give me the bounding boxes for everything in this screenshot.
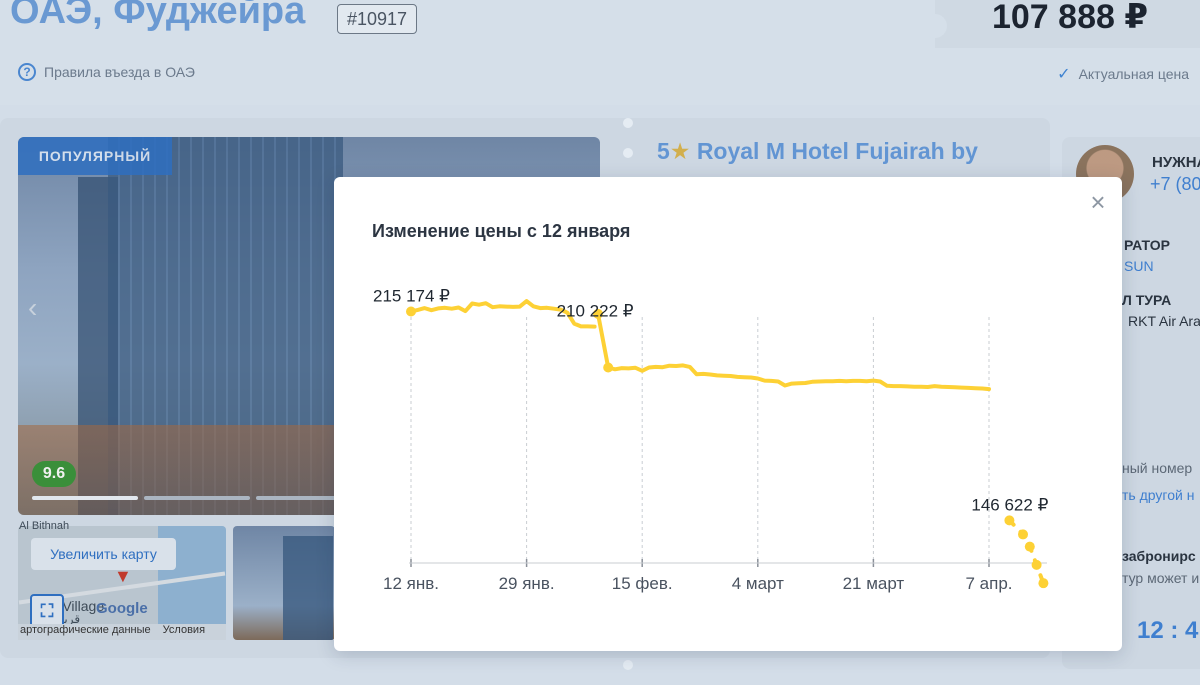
slider-indicator[interactable] xyxy=(144,496,250,500)
x-tick-label: 21 март xyxy=(843,574,905,593)
entry-rules-link[interactable]: ? Правила въезда в ОАЭ xyxy=(18,63,195,81)
star-icon: ★ xyxy=(669,138,691,164)
map-footer: артографические данные Условия xyxy=(18,624,226,640)
decorative-dot xyxy=(623,118,633,128)
booking-note: тур может и xyxy=(1122,570,1200,586)
map-place-label: Al Bithnah xyxy=(19,520,70,532)
map-pin-icon: ▼ xyxy=(114,566,132,586)
price-point xyxy=(593,308,603,319)
flight-value: RKT Air Ara xyxy=(1128,313,1200,329)
price-point xyxy=(1038,578,1049,589)
price-point xyxy=(1004,515,1015,526)
price-series-line xyxy=(409,299,597,329)
x-tick-label: 7 апр. xyxy=(965,574,1012,593)
chevron-left-icon[interactable]: ‹ xyxy=(28,292,38,323)
choose-other-room-link[interactable]: ть другой н xyxy=(1122,487,1195,503)
need-help-label: НУЖНА xyxy=(1152,154,1200,171)
building-shape xyxy=(283,536,333,640)
x-tick-label: 4 март xyxy=(732,574,784,593)
price-series-line xyxy=(596,311,991,392)
rating-badge: 9.6 xyxy=(32,461,76,487)
x-tick-label: 29 янв. xyxy=(499,574,555,593)
operator-value[interactable]: SUN xyxy=(1124,258,1154,274)
price-chart: 12 янв. 29 янв. 15 фев. 4 март 21 март 7 апр.… xyxy=(373,287,1049,593)
room-type: ный номер xyxy=(1122,460,1193,476)
x-tick-label: 15 фев. xyxy=(612,574,673,593)
hotel-name-link[interactable]: 5★ Royal M Hotel Fujairah by xyxy=(657,138,978,165)
price-point xyxy=(406,306,416,317)
operator-label: РАТОР xyxy=(1124,237,1170,253)
question-icon: ? xyxy=(18,63,36,81)
close-icon[interactable]: × xyxy=(1090,187,1106,217)
hotel-photo-thumbnail[interactable] xyxy=(233,526,335,640)
booking-label: забронирс xyxy=(1122,548,1196,564)
x-tick-label: 12 янв. xyxy=(383,574,439,593)
price-label: 146 622 ₽ xyxy=(971,495,1048,514)
decorative-dot xyxy=(623,660,633,670)
tour-price: 107 888 ₽ xyxy=(991,0,1148,36)
photo-slider-indicators[interactable] xyxy=(32,496,362,500)
price-card: 107 888 ₽ xyxy=(923,0,1200,48)
price-series-line xyxy=(1007,518,1046,586)
price-point xyxy=(1018,529,1028,540)
slider-indicator[interactable] xyxy=(256,496,362,500)
google-logo: Google xyxy=(96,600,148,617)
entry-rules-label: Правила въезда в ОАЭ xyxy=(44,64,195,80)
actual-price-indicator: ✓ Актуальная цена xyxy=(1057,64,1189,84)
map-terms-link[interactable]: Условия xyxy=(162,624,206,636)
check-icon: ✓ xyxy=(1057,66,1071,83)
phone-link[interactable]: +7 (80 xyxy=(1150,174,1200,194)
price-point xyxy=(603,362,614,373)
slider-indicator[interactable] xyxy=(32,496,138,500)
enlarge-map-button[interactable]: Увеличить карту xyxy=(31,538,176,570)
modal-title: Изменение цены с 12 января xyxy=(372,221,631,241)
timer: 12 : 4 xyxy=(1137,617,1199,644)
tour-id-badge: #10917 xyxy=(337,4,418,34)
price-history-modal: × Изменение цены с 12 января 12 янв. 29 я… xyxy=(334,177,1122,651)
flight-label: Л ТУРА xyxy=(1122,292,1172,308)
price-point xyxy=(1031,559,1042,570)
hotel-name: Royal M Hotel Fujairah by xyxy=(696,138,978,164)
price-label: 215 174 ₽ xyxy=(373,287,450,306)
hotel-stars: 5 xyxy=(657,138,670,164)
popular-badge: ПОПУЛЯРНЫЙ xyxy=(18,137,172,175)
price-label: 210 222 ₽ xyxy=(557,302,634,321)
map-data-credit: артографические данные xyxy=(20,624,151,636)
page-title: ОАЭ, Фуджейра xyxy=(10,0,306,32)
decorative-dot xyxy=(623,148,633,158)
price-point xyxy=(1024,541,1035,552)
actual-price-label: Актуальная цена xyxy=(1078,66,1189,82)
fullscreen-icon[interactable]: ⛶ xyxy=(30,594,64,628)
